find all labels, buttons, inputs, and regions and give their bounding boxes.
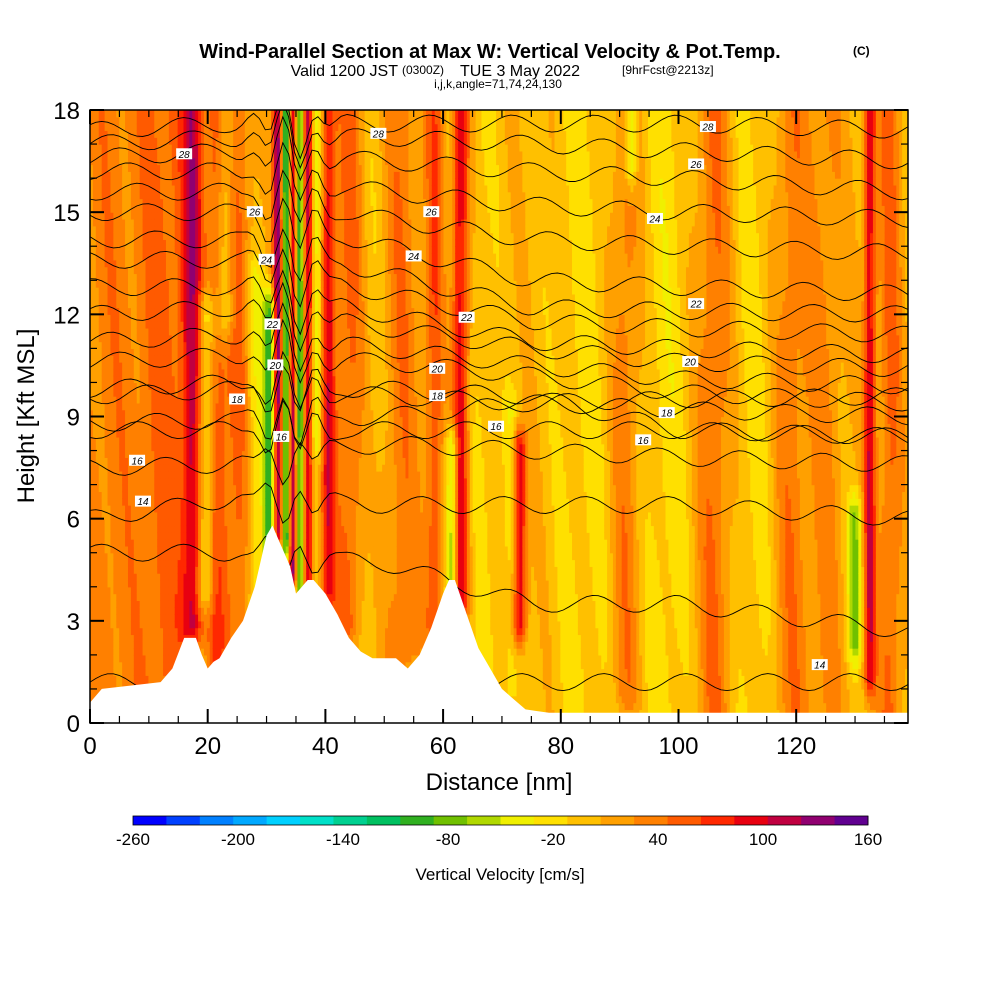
chart-title: Wind-Parallel Section at Max W: Vertical… [199,41,780,63]
cross-section-chart: Wind-Parallel Section at Max W: Vertical… [0,0,1000,1000]
chart-indices: i,j,k,angle=71,74,24,130 [434,77,562,91]
subtitle-utc: (0300Z) [402,63,444,77]
chart-title-mark: (C) [853,44,870,58]
subtitle-fcst: [9hrFcst@2213z] [622,63,714,77]
velocity-field [90,110,909,724]
subtitle-valid: Valid 1200 JST [291,63,399,80]
